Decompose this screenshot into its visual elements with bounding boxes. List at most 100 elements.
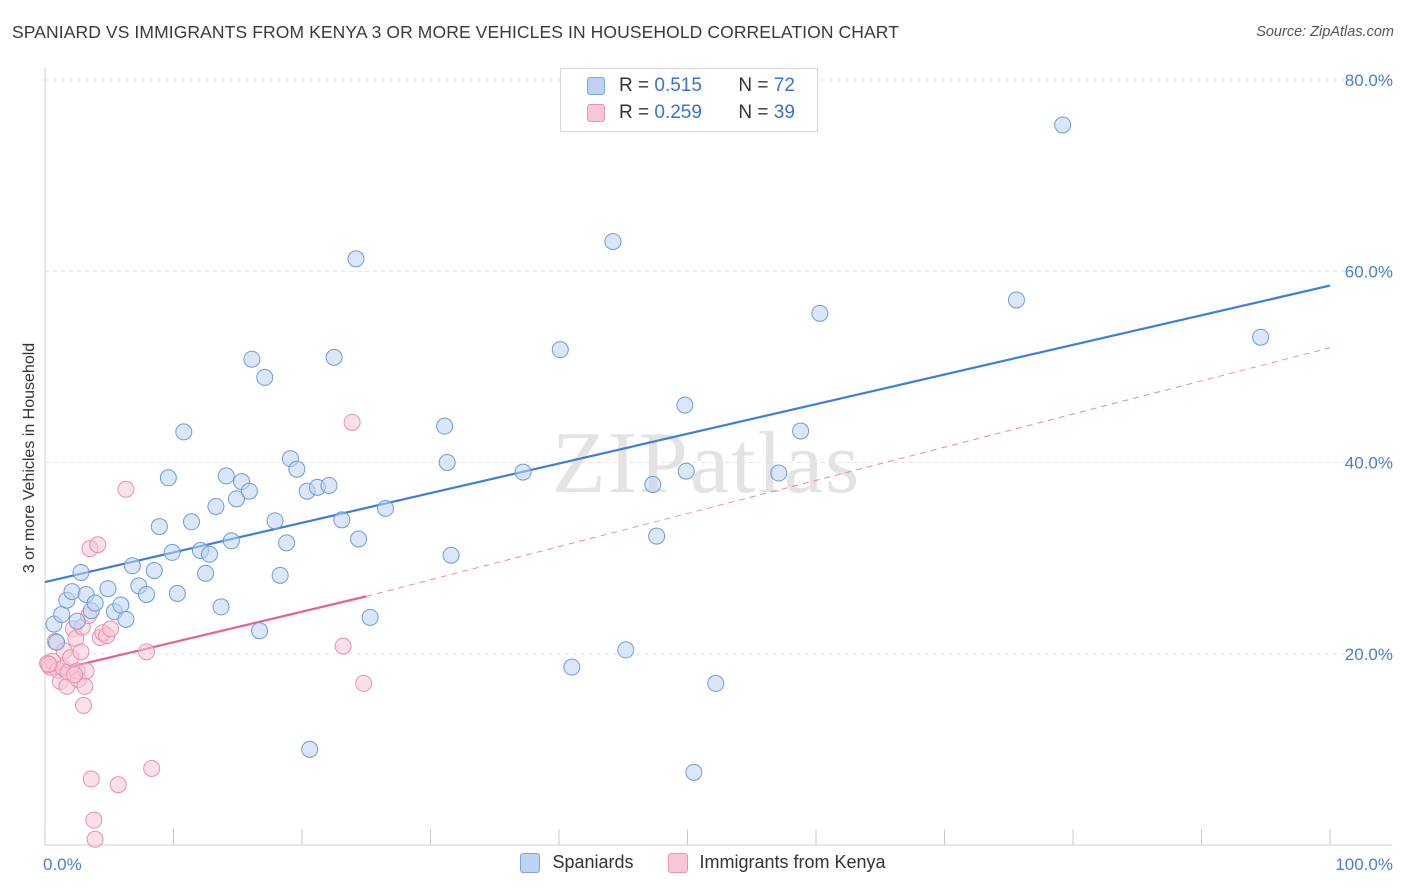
- spaniards-point: [182, 513, 200, 531]
- spaniards-point: [604, 233, 622, 251]
- y-tick-labels: 20.0% 40.0% 60.0% 80.0%: [1345, 71, 1393, 664]
- legend-n-value: 39: [773, 102, 795, 123]
- kenya-point: [355, 674, 373, 692]
- spaniards-point: [333, 511, 351, 529]
- chart-source: Source: ZipAtlas.com: [1256, 24, 1394, 40]
- legend-row-kenya: R = 0.259 N = 39: [587, 100, 795, 126]
- spaniards-point: [150, 518, 168, 536]
- series-legend: Spaniards Immigrants from Kenya: [0, 852, 1406, 873]
- kenya-point: [72, 643, 90, 661]
- spaniards-point: [197, 564, 215, 582]
- legend-swatch-blue: [520, 852, 541, 873]
- x-tick-label-max: 100.0%: [1335, 855, 1393, 874]
- spaniards-point: [288, 460, 306, 478]
- axes: [44, 68, 1392, 846]
- spaniards-point: [685, 763, 703, 781]
- spaniards-point: [563, 658, 581, 676]
- legend-r-label: R =: [619, 102, 650, 123]
- spaniards-trend: [44, 284, 1331, 584]
- legend-r-value: 0.515: [654, 75, 702, 96]
- spaniards-point: [200, 545, 218, 563]
- spaniards-point: [175, 423, 193, 441]
- spaniards-point: [112, 596, 130, 614]
- legend-n-label: N =: [738, 102, 769, 123]
- spaniards-points: [45, 116, 1270, 781]
- legend-label-spaniards: Spaniards: [552, 852, 634, 872]
- spaniards-point: [117, 610, 135, 628]
- legend-row-spaniards: R = 0.515 N = 72: [587, 73, 795, 99]
- kenya-point: [334, 637, 352, 655]
- spaniards-point: [63, 583, 81, 601]
- spaniards-point: [1252, 328, 1270, 346]
- x-ticks: [44, 829, 1331, 845]
- spaniards-point: [644, 475, 662, 493]
- y-tick-label: 60.0%: [1345, 262, 1393, 281]
- kenya-point: [89, 536, 107, 554]
- spaniards-point: [1054, 116, 1072, 134]
- legend-swatch-pink: [667, 852, 688, 873]
- spaniards-point: [361, 608, 379, 626]
- kenya-point: [343, 413, 361, 431]
- chart-title: SPANIARD VS IMMIGRANTS FROM KENYA 3 OR M…: [12, 22, 899, 42]
- legend-item-spaniards: Spaniards: [520, 852, 634, 873]
- legend-item-kenya: Immigrants from Kenya: [667, 852, 886, 873]
- spaniards-point: [145, 562, 163, 580]
- spaniards-point: [792, 422, 810, 440]
- spaniards-point: [251, 622, 269, 640]
- legend-n-value: 72: [773, 75, 795, 96]
- spaniards-point: [72, 563, 90, 581]
- spaniards-point: [217, 467, 235, 485]
- spaniards-point: [68, 612, 86, 630]
- spaniards-point: [278, 534, 296, 552]
- kenya-point: [109, 776, 127, 794]
- x-tick-label-min: 0.0%: [43, 855, 82, 874]
- spaniards-point: [227, 490, 245, 508]
- kenya-points: [39, 413, 373, 848]
- spaniards-point: [86, 594, 104, 612]
- spaniards-point: [48, 633, 66, 651]
- kenya-trend-dashed: [366, 347, 1331, 597]
- spaniards-point: [222, 532, 240, 550]
- spaniards-point: [648, 527, 666, 545]
- spaniards-point: [377, 499, 395, 517]
- spaniards-point: [677, 462, 695, 480]
- grid-lines: [45, 79, 1392, 655]
- y-tick-label: 20.0%: [1345, 645, 1393, 664]
- spaniards-point: [159, 469, 177, 487]
- spaniards-point: [163, 543, 181, 561]
- spaniards-point: [212, 598, 230, 616]
- legend-label-kenya: Immigrants from Kenya: [699, 852, 886, 872]
- kenya-point: [66, 666, 84, 684]
- spaniards-point: [811, 304, 829, 322]
- kenya-point: [143, 760, 161, 777]
- y-axis-title: 3 or more Vehicles in Household: [21, 343, 38, 573]
- legend-n-label: N =: [738, 75, 769, 96]
- spaniards-point: [347, 250, 365, 268]
- trend-lines: [44, 284, 1331, 674]
- y-tick-label: 80.0%: [1345, 71, 1393, 90]
- spaniards-point: [243, 350, 261, 368]
- y-tick-label: 40.0%: [1345, 454, 1393, 473]
- spaniards-point: [617, 641, 635, 659]
- spaniards-point: [325, 348, 343, 366]
- spaniards-point: [138, 585, 156, 603]
- spaniards-point: [350, 530, 368, 548]
- kenya-point: [82, 770, 100, 788]
- spaniards-point: [436, 417, 454, 435]
- spaniards-point: [123, 557, 141, 575]
- spaniards-point: [1007, 291, 1025, 309]
- kenya-point: [40, 655, 58, 673]
- kenya-point: [102, 620, 120, 638]
- kenya-point: [85, 811, 103, 829]
- legend-r-value: 0.259: [654, 102, 702, 123]
- kenya-point: [86, 830, 104, 848]
- spaniards-point: [320, 476, 338, 494]
- spaniards-point: [676, 396, 694, 414]
- spaniards-point: [707, 674, 725, 692]
- spaniards-point: [207, 497, 225, 515]
- legend-swatch-pink: [587, 104, 605, 122]
- spaniards-point: [271, 566, 289, 584]
- spaniards-point: [442, 546, 460, 564]
- kenya-point: [117, 480, 135, 498]
